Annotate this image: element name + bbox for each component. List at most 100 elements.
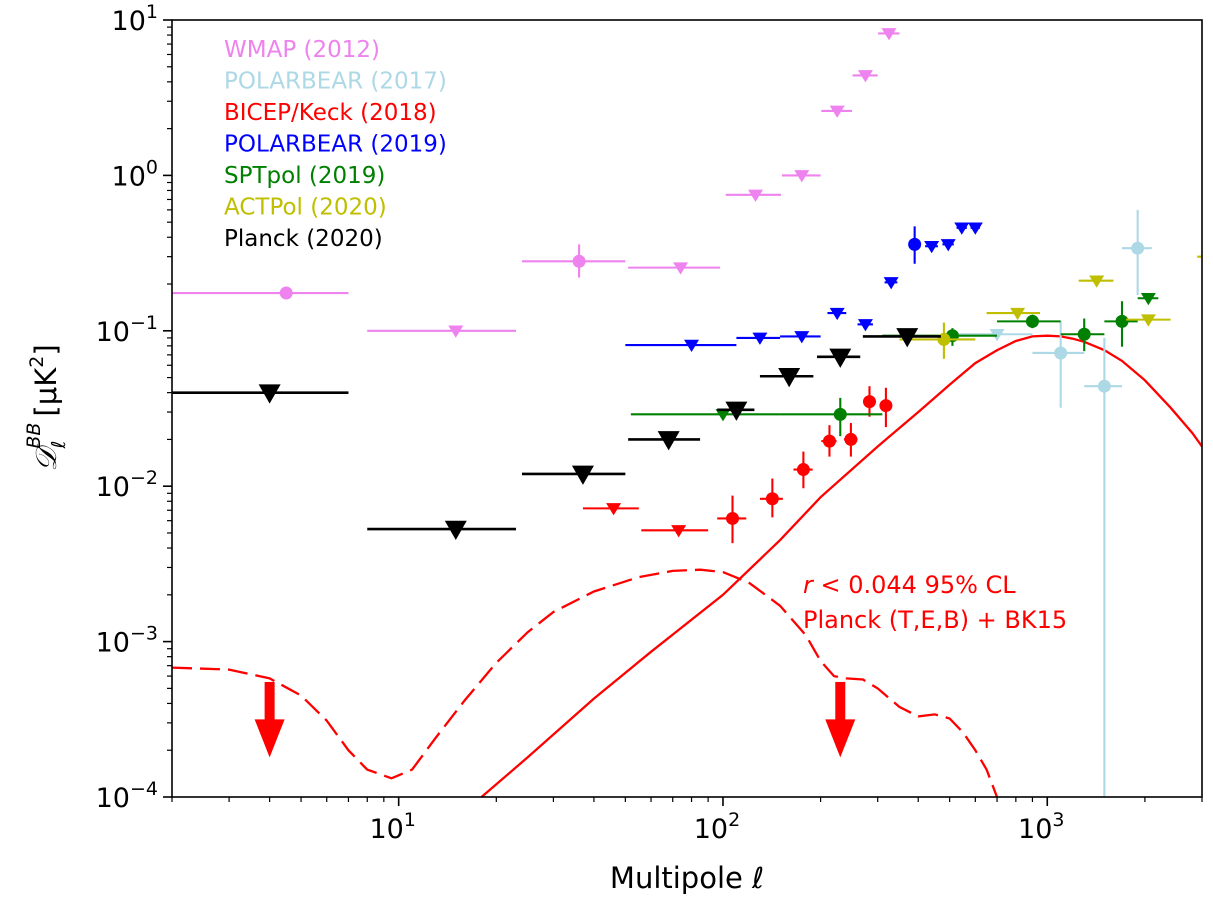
upper-limit-marker [1010,307,1026,321]
data-point [908,226,922,264]
series-2 [582,386,893,544]
upper-limit-marker [857,70,873,83]
series-4 [630,292,1159,437]
data-point [759,478,783,518]
arrow-shaft [264,681,275,722]
data-point [628,431,701,451]
data-point [582,503,639,516]
upper-limit-marker [606,503,622,516]
arrow-head [825,719,856,758]
data-point [1078,275,1114,288]
arrow-shaft [835,681,846,722]
point-marker [1054,346,1068,360]
upper-limit-marker [1140,314,1156,327]
data-point [521,465,626,485]
y-tick-label: 10−2 [96,467,158,503]
data-point [793,451,813,489]
data-point [827,307,847,321]
data-point [521,244,626,278]
point-marker [796,463,810,477]
data-point [781,170,821,183]
down-arrow [254,681,285,758]
curve-primordial [172,568,999,797]
point-marker [1025,314,1039,328]
upper-limit-marker [967,222,983,235]
legend-entry: WMAP (2012) [224,37,380,63]
data-point [367,520,516,541]
data-point [883,277,899,290]
legend: WMAP (2012) POLARBEAR (2017) BICEP/Keck (2… [224,37,447,252]
series-5 [899,255,1202,359]
point-marker [279,286,293,300]
upper-limit-marker [715,409,731,422]
point-marker [1097,379,1111,393]
upper-limit-marker [896,328,919,348]
data-point [1084,337,1123,797]
data-point [172,384,349,404]
data-point [1122,209,1152,295]
x-tick-label: 103 [1018,809,1064,845]
point-marker [822,434,836,448]
data-point [862,328,941,348]
data-point [843,423,858,457]
upper-limit-marker [673,262,689,275]
data-point [924,241,940,254]
svg-text:r < 0.044 95% CL: r < 0.044 95% CL [803,571,1016,599]
upper-limit-marker [794,331,810,344]
series-0 [172,28,900,338]
data-point [628,262,721,275]
arrow-head [254,719,285,758]
data-point [759,367,814,388]
data-point [986,307,1041,321]
data-point [717,495,747,544]
data-point [821,105,853,118]
data-point [725,189,782,202]
data-point [940,239,956,252]
x-axis-label: Multipole ℓ [610,861,764,895]
model-curves [172,334,1202,797]
data-point [780,331,821,344]
data-point [780,397,883,437]
curve-lensing+r [480,334,1202,797]
upper-limit-marker [1089,275,1105,288]
data-point [641,525,709,538]
data-point [954,222,970,235]
data-point [852,70,878,83]
data-point [1197,255,1202,258]
point-marker [908,237,922,251]
point-marker [879,399,893,413]
data-point [997,314,1061,329]
point-marker [937,332,951,346]
data-point [367,325,516,338]
point-marker [1115,314,1129,328]
point-marker [862,395,876,409]
upper-limit-marker [657,431,680,451]
data-point [862,386,876,417]
upper-limit-marker [752,332,768,345]
upper-limit-marker [448,325,464,338]
upper-limit-marker [258,384,281,404]
legend-entry: ACTPol (2020) [224,195,387,221]
data-point [630,409,781,422]
data-point [172,286,349,300]
upper-limit-marker [444,520,467,541]
upper-limit-marker [954,222,970,235]
data-point [717,401,755,421]
series-3 [625,222,983,353]
upper-limit-marker [881,28,897,41]
upper-limit-marker [829,307,845,321]
point-marker [1131,241,1145,255]
upper-limit-marker [857,319,873,332]
point-marker [726,511,740,525]
x-tick-label: 102 [694,809,740,845]
legend-entry: BICEP/Keck (2018) [224,100,437,126]
data-point [1104,301,1138,347]
data-point [1126,314,1171,327]
point-marker [844,432,858,446]
upper-limit-arrows [254,681,856,758]
data-points [172,28,1202,797]
upper-limit-marker [829,348,852,368]
series-1 [949,209,1152,797]
upper-limit-marker [684,339,700,353]
